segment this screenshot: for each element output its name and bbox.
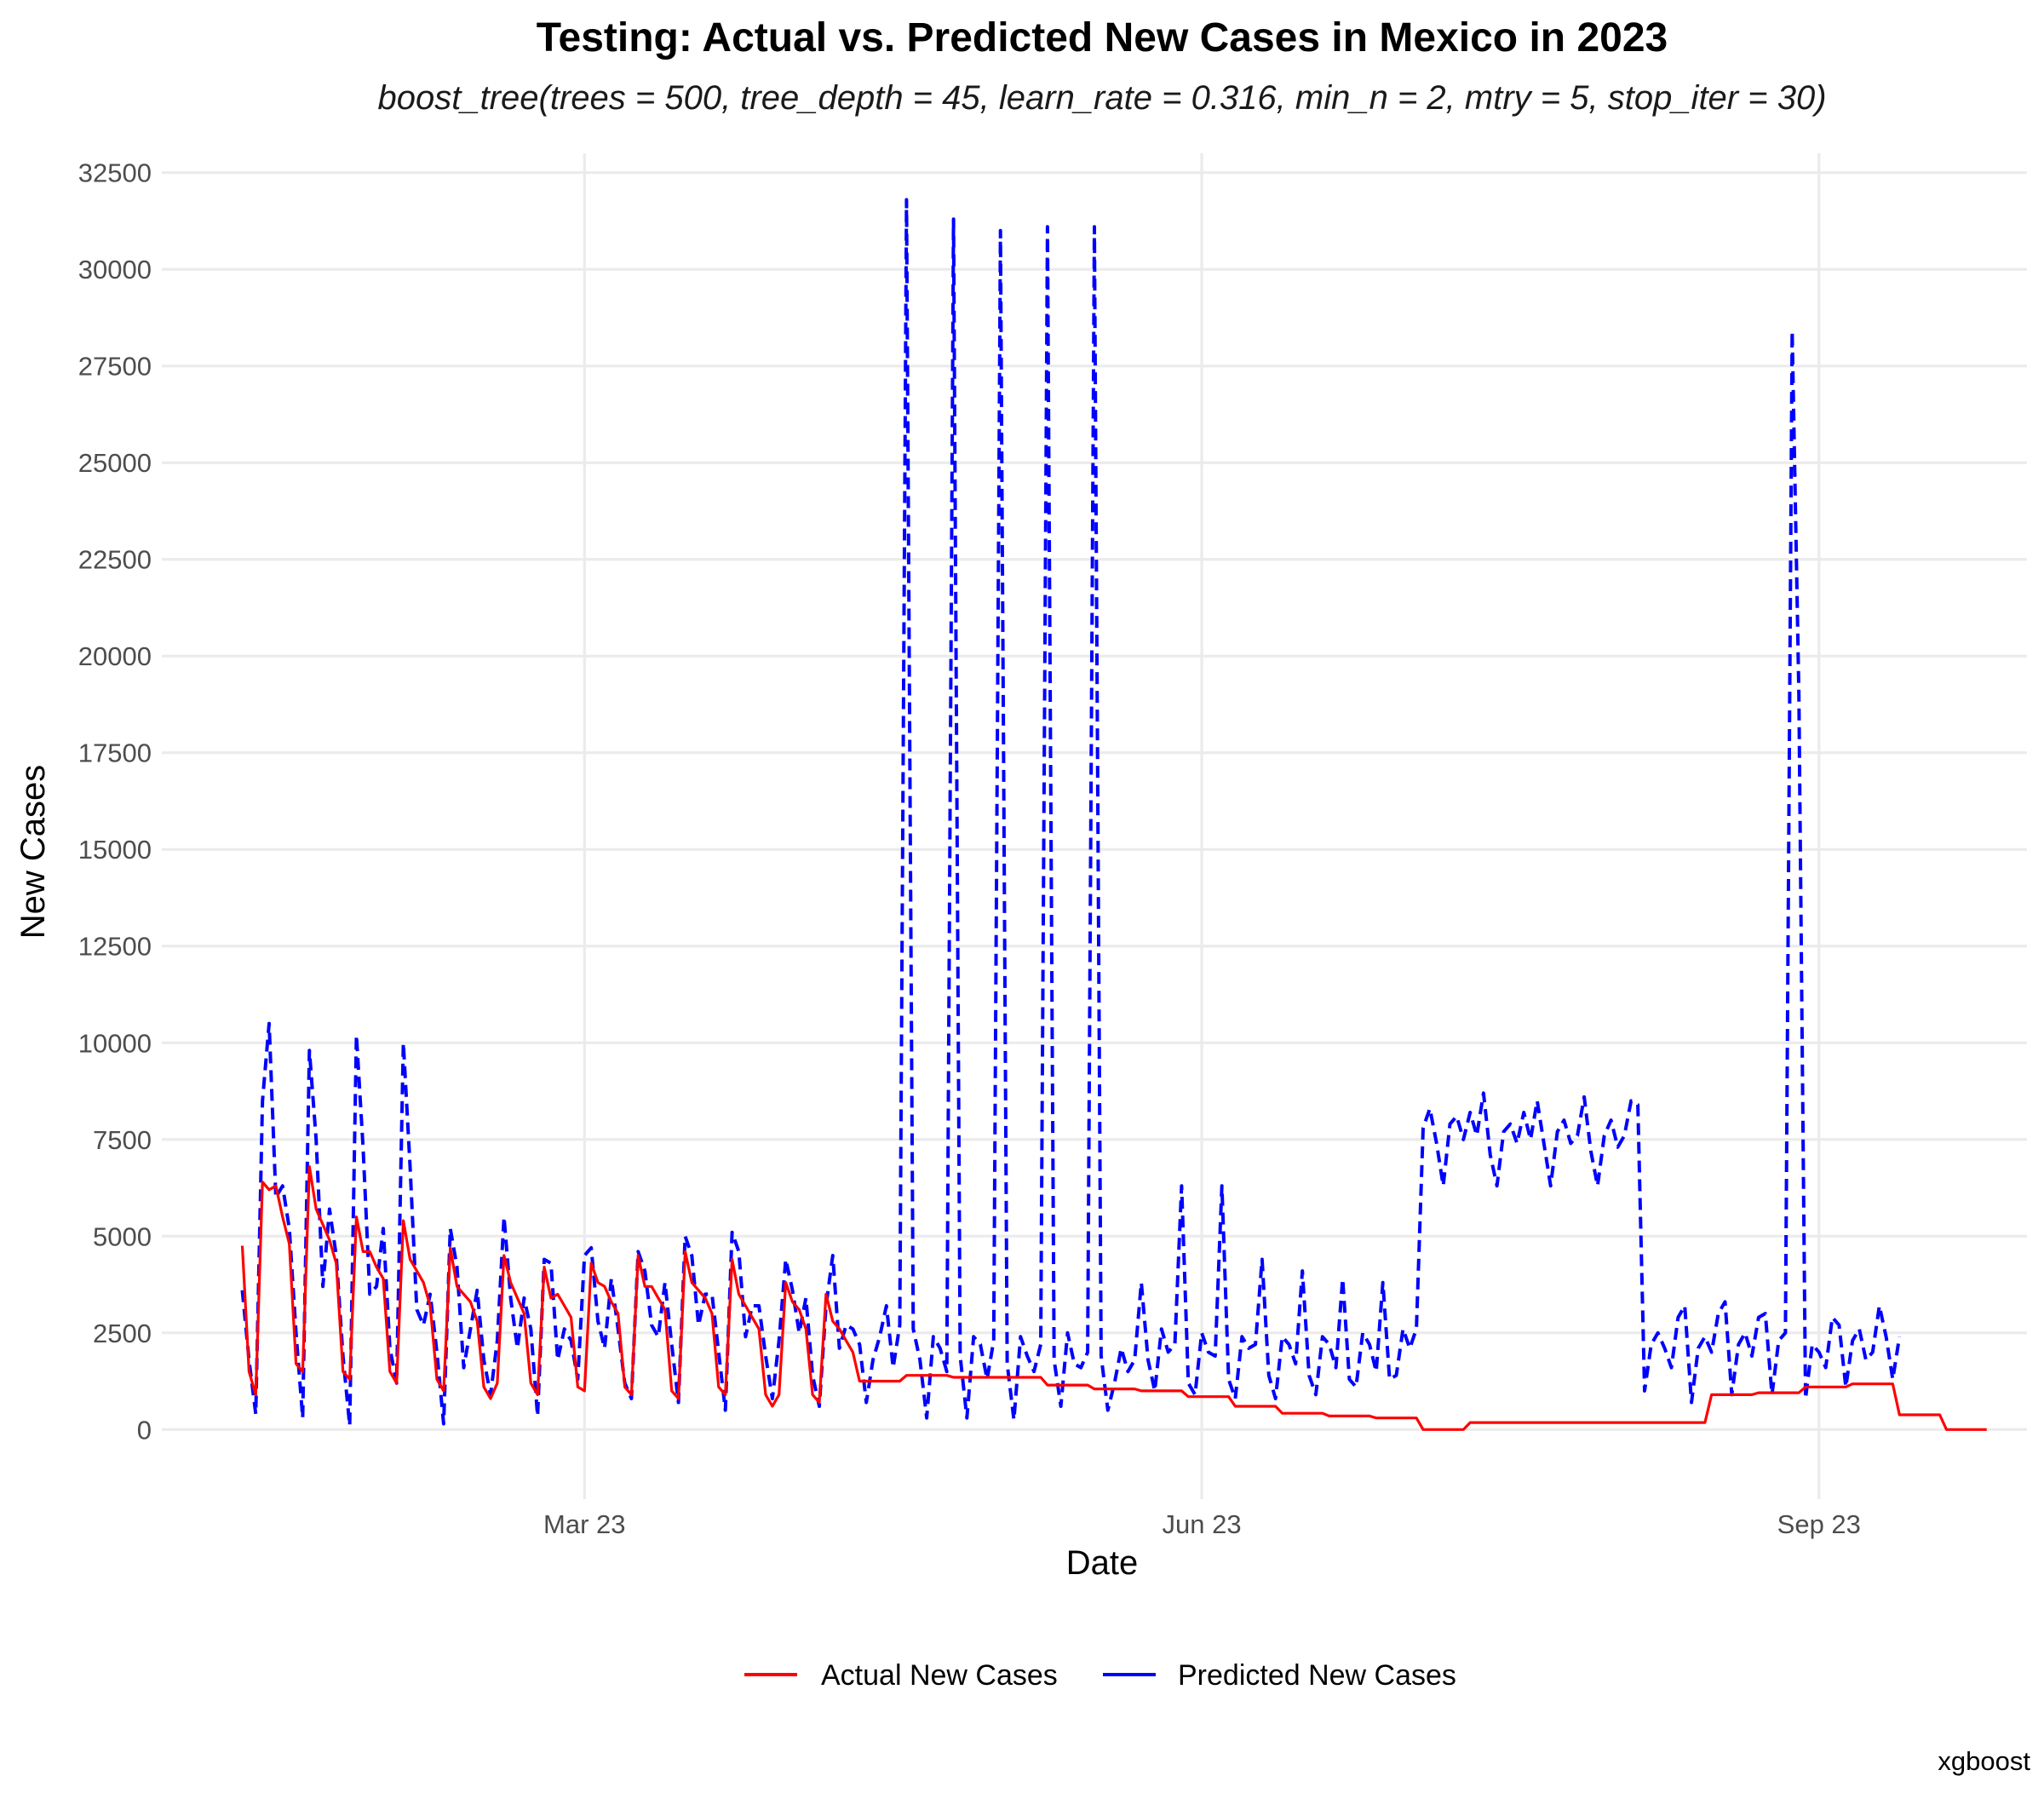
y-tick-label: 22500 [78,545,152,575]
chart-title: Testing: Actual vs. Predicted New Cases … [537,15,1668,60]
predicted-series-line [240,198,1902,1428]
y-tick-label: 10000 [78,1028,152,1058]
x-axis-title: Date [1066,1544,1139,1582]
y-tick-label: 20000 [78,641,152,671]
y-tick-label: 0 [137,1415,152,1445]
x-tick-label: Mar 23 [543,1509,625,1539]
legend-label-predicted: Predicted New Cases [1178,1659,1456,1692]
chart-caption: xgboost [1938,1746,2030,1776]
actual-series-line [240,1164,1987,1431]
x-tick-label: Sep 23 [1777,1509,1861,1539]
y-tick-label: 27500 [78,352,152,382]
x-tick-label: Jun 23 [1163,1509,1242,1539]
legend-label-actual: Actual New Cases [821,1659,1058,1692]
y-tick-label: 7500 [93,1125,152,1155]
chart-subtitle: boost_tree(trees = 500, tree_depth = 45,… [377,79,1826,117]
y-tick-label: 30000 [78,255,152,284]
y-tick-label: 12500 [78,932,152,962]
legend: Actual New Cases Predicted New Cases [744,1659,1456,1692]
y-tick-label: 25000 [78,448,152,478]
y-tick-label: 5000 [93,1221,152,1251]
series-layer [240,198,1987,1431]
y-tick-label: 17500 [78,738,152,768]
y-tick-layer: 0 2500 5000 7500 10000 12500 15000 17500 20000 22… [78,158,152,1445]
y-tick-label: 32500 [78,158,152,188]
y-tick-label: 15000 [78,835,152,865]
x-tick-layer: Mar 23 Jun 23 Sep 23 [543,1509,1861,1539]
y-axis-title: New Cases [14,765,52,940]
y-tick-label: 2500 [93,1319,152,1348]
